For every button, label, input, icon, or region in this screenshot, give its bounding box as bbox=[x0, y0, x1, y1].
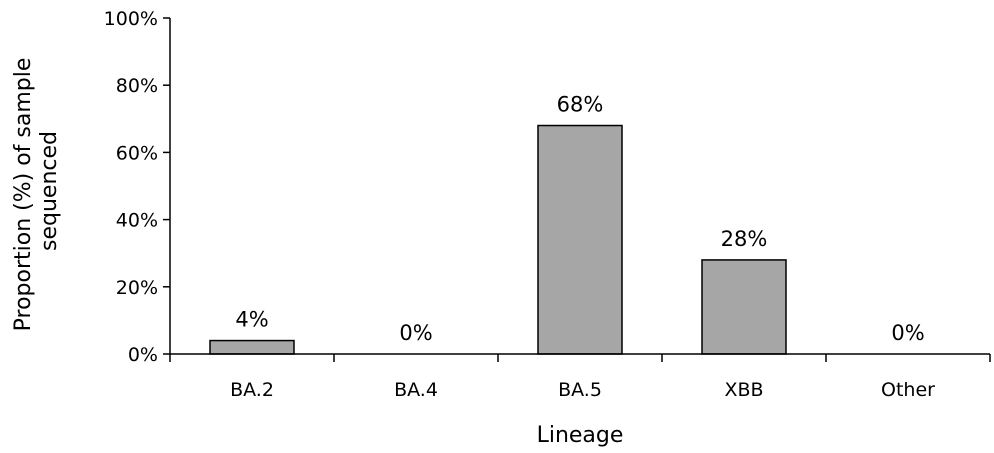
x-axis-ticks: BA.2 BA.4 BA.5 XBB Other bbox=[169, 354, 991, 401]
y-axis-title-line-1: Proportion (%) of sample bbox=[11, 58, 36, 332]
x-axis-title: Lineage bbox=[537, 423, 624, 448]
x-tick-label: XBB bbox=[724, 379, 763, 401]
y-axis-title-line-2: sequenced bbox=[37, 131, 62, 251]
bar-ba-5 bbox=[537, 124, 623, 355]
data-label: 4% bbox=[235, 308, 268, 332]
data-labels-group: 4% 0% 68% 28% 0% bbox=[235, 93, 924, 345]
bars-group bbox=[209, 124, 787, 355]
bar-ba-2 bbox=[209, 339, 295, 355]
y-axis-ticks: 0% 20% 40% 60% 80% 100% bbox=[104, 8, 170, 366]
y-tick-label: 100% bbox=[104, 8, 158, 30]
y-tick-label: 20% bbox=[116, 277, 158, 299]
x-tick-label: BA.5 bbox=[558, 379, 602, 401]
y-tick-label: 60% bbox=[116, 142, 158, 164]
data-label: 0% bbox=[399, 321, 432, 345]
y-tick-label: 80% bbox=[116, 75, 158, 97]
x-tick-label: Other bbox=[881, 379, 935, 401]
x-tick-label: BA.4 bbox=[394, 379, 438, 401]
x-tick-label: BA.2 bbox=[230, 379, 274, 401]
data-label: 68% bbox=[557, 93, 604, 117]
y-tick-label: 40% bbox=[116, 210, 158, 232]
y-tick-label: 0% bbox=[128, 344, 158, 366]
data-label: 28% bbox=[721, 227, 768, 251]
y-axis-title: Proportion (%) of sample sequenced bbox=[11, 51, 62, 332]
data-label: 0% bbox=[891, 321, 924, 345]
bar-xbb bbox=[701, 259, 787, 355]
